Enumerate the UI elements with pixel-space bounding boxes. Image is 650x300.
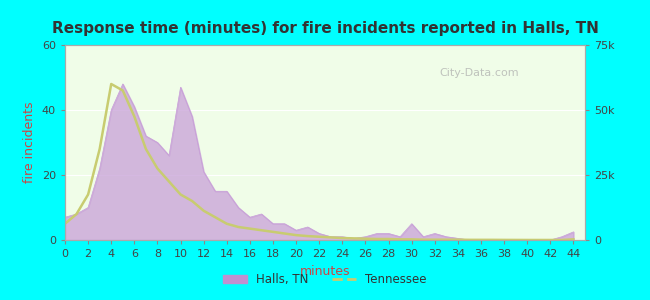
Y-axis label: fire incidents: fire incidents xyxy=(23,102,36,183)
Legend: Halls, TN, Tennessee: Halls, TN, Tennessee xyxy=(218,269,432,291)
X-axis label: minutes: minutes xyxy=(300,265,350,278)
Text: Response time (minutes) for fire incidents reported in Halls, TN: Response time (minutes) for fire inciden… xyxy=(51,21,599,36)
Text: City-Data.com: City-Data.com xyxy=(439,68,519,78)
